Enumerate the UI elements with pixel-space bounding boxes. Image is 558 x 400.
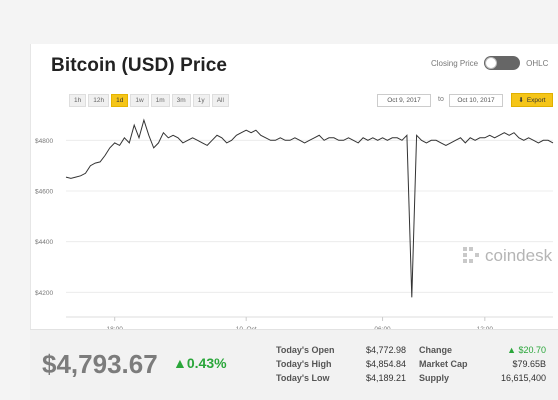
current-price: $4,793.67	[42, 349, 158, 379]
y-tick-label: $4600	[35, 189, 53, 196]
today-open-label: Today's Open	[276, 345, 335, 355]
closing-price-label: Closing Price	[431, 58, 479, 68]
range-button-1y[interactable]: 1y	[192, 94, 210, 107]
market-cap-value: $79.65B	[512, 359, 546, 369]
watermark-text: coindesk	[485, 246, 553, 265]
y-axis: $4200 $4400 $4600 $4800	[35, 138, 53, 297]
today-open-value: $4,772.98	[365, 345, 406, 355]
download-icon: ⬇	[518, 97, 524, 104]
chart-grid	[66, 139, 553, 318]
page-title: Bitcoin (USD) Price	[51, 55, 228, 76]
today-high-value: $4,854.84	[365, 359, 406, 369]
supply-label: Supply	[419, 373, 450, 383]
supply-value: 16,615,400	[500, 373, 546, 383]
range-button-1m[interactable]: 1m	[150, 94, 170, 107]
today-high-label: Today's High	[276, 359, 332, 369]
date-to-label: to	[438, 96, 444, 103]
y-tick-label: $4200	[35, 290, 53, 297]
price-change-percent: ▲0.43%	[173, 355, 227, 371]
y-tick-label: $4800	[35, 138, 53, 145]
y-tick-label: $4400	[35, 239, 53, 246]
range-button-12h[interactable]: 12h	[88, 94, 110, 107]
date-to-input[interactable]: Oct 10, 2017	[449, 94, 503, 107]
price-chart[interactable]: $4200$4400$4600$4800 18:0010. Oct06:0012…	[31, 110, 558, 372]
range-button-1h[interactable]: 1h	[69, 94, 87, 107]
range-button-3m[interactable]: 3m	[171, 94, 191, 107]
range-selector: 1h 12h 1d 1w 1m 3m 1y All	[69, 94, 229, 107]
ohlc-label: OHLC	[526, 58, 549, 68]
market-cap-label: Market Cap	[419, 359, 468, 369]
coindesk-watermark: coindesk	[463, 246, 553, 265]
date-from-input[interactable]: Oct 9, 2017	[377, 94, 431, 107]
range-button-1w[interactable]: 1w	[130, 94, 149, 107]
today-low-label: Today's Low	[276, 373, 330, 383]
export-label: Export	[526, 96, 546, 104]
stats-footer: $4,793.67 ▲0.43% Today's Open $4,772.98 …	[30, 329, 558, 400]
coindesk-logo-icon	[463, 247, 479, 263]
range-button-1d[interactable]: 1d	[111, 94, 129, 107]
price-series-line	[65, 118, 554, 298]
range-button-all[interactable]: All	[211, 94, 229, 107]
today-low-value: $4,189.21	[365, 373, 406, 383]
chart-type-toggle[interactable]: Closing Price OHLC	[431, 56, 548, 70]
toggle-knob	[485, 57, 498, 69]
toggle-switch[interactable]	[484, 56, 521, 70]
change-value: ▲ $20.70	[507, 345, 546, 355]
change-label: Change	[419, 345, 453, 355]
export-button[interactable]: ⬇ Export	[511, 93, 553, 107]
